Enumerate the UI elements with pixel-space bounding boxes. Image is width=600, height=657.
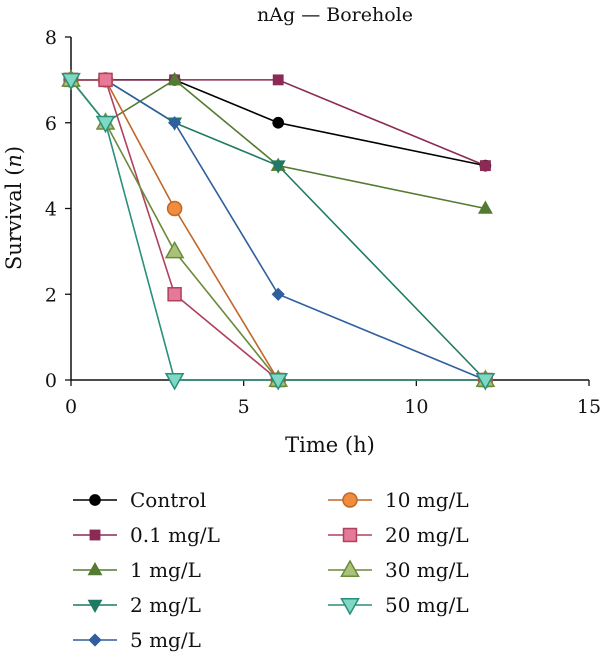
legend-label-control: Control (130, 488, 206, 512)
x-axis-label: Time (h) (285, 433, 375, 457)
data-point-30-mg-l (164, 240, 185, 259)
x-tick-label: 0 (65, 396, 77, 418)
legend-label-20-mg-l: 20 mg/L (385, 523, 469, 547)
data-point-50-mg-l (164, 372, 185, 391)
data-point-1-mg-l (167, 71, 183, 86)
series-line-1-mg-l (70, 78, 486, 210)
legend-marker-5-mg-l (88, 633, 102, 647)
data-point-20-mg-l (167, 287, 182, 302)
legend-label-50-mg-l: 50 mg/L (385, 593, 469, 617)
y-tick-label: 8 (45, 27, 57, 49)
legend-label-1-mg-l: 1 mg/L (130, 558, 201, 582)
y-tick-label: 6 (45, 113, 57, 135)
y-tick-label: 4 (45, 199, 57, 221)
legend-marker-50-mg-l (340, 597, 360, 616)
legend-marker-0-1-mg-l (89, 529, 101, 541)
x-tick-label: 10 (404, 396, 428, 418)
legend-marker-1-mg-l (87, 561, 103, 576)
legend-label-5-mg-l: 5 mg/L (130, 628, 201, 652)
legend-marker-10-mg-l (342, 492, 358, 508)
data-point-0-1-mg-l (272, 74, 284, 86)
ticks: 0 5 10 15 0 2 4 6 8 (45, 27, 600, 418)
y-axis-label-main: Survival ( (2, 168, 26, 271)
legend-label-2-mg-l: 2 mg/L (130, 593, 201, 617)
legend: Control 0.1 mg/L 1 mg/L 2 mg/L 5 mg/L 10 mg/L… (73, 488, 469, 652)
data-point-10-mg-l (166, 200, 183, 217)
legend-label-10-mg-l: 10 mg/L (385, 488, 469, 512)
chart-title: nAg — Borehole (257, 4, 413, 26)
legend-marker-20-mg-l (342, 527, 358, 543)
y-tick-label: 0 (45, 370, 57, 392)
data-point-1-mg-l (477, 200, 493, 214)
data-point-20-mg-l (98, 72, 113, 88)
legend-marker-2-mg-l (87, 599, 103, 614)
legend-label-30-mg-l: 30 mg/L (385, 558, 469, 582)
data-point-5-mg-l (168, 116, 182, 130)
data-point-50-mg-l (268, 372, 289, 391)
data-point-0-1-mg-l (479, 160, 491, 172)
y-tick-label: 2 (45, 284, 57, 306)
series-markers (61, 69, 496, 391)
axes (70, 37, 589, 381)
data-point-50-mg-l (95, 115, 116, 134)
data-point-50-mg-l (475, 372, 496, 391)
data-point-50-mg-l (61, 72, 81, 91)
legend-marker-control (89, 494, 101, 506)
legend-marker-30-mg-l (340, 559, 360, 578)
x-tick-label: 15 (577, 396, 600, 418)
data-point-2-mg-l (270, 160, 286, 174)
data-point-5-mg-l (271, 287, 285, 301)
y-axis-label-end: ) (2, 146, 26, 154)
legend-label-0-1-mg-l: 0.1 mg/L (130, 523, 220, 547)
y-axis-label-italic: n (2, 154, 26, 168)
data-point-control (272, 116, 285, 129)
y-axis-label: Survival (n) (2, 146, 26, 270)
x-tick-label: 5 (238, 396, 250, 418)
